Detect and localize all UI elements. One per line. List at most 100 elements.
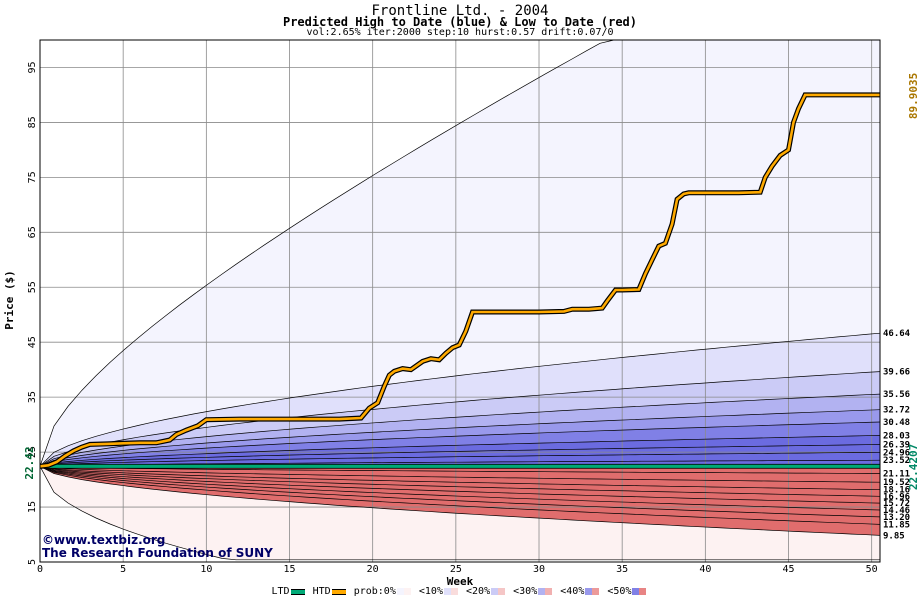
credit-site[interactable]: ©www.textbiz.org: [42, 533, 166, 547]
legend-item-10: <10%: [418, 586, 443, 597]
x-tick-20: 20: [367, 564, 379, 575]
start-price-label: 22.42: [23, 446, 36, 479]
x-tick-10: 10: [200, 564, 212, 575]
legend-ltd-label: LTD: [271, 586, 290, 597]
ltd-final-label: 22.4207: [907, 444, 920, 490]
high-band-8: [40, 452, 880, 467]
high-level-label-4: 30.48: [883, 418, 910, 428]
high-band-line-3: [39, 393, 881, 467]
legend-swatch-10: [443, 588, 458, 595]
chart-title: Frontline Ltd. - 2004: [371, 3, 549, 19]
high-band-5: [40, 422, 880, 467]
band-layer: [40, 40, 880, 560]
y-tick-35: 35: [27, 391, 38, 403]
legend-htd-swatch: [331, 588, 346, 595]
high-level-label-7: 24.96: [883, 448, 910, 458]
legend-item-50: <50%: [607, 586, 632, 597]
low-level-label-8: 9.85: [883, 531, 905, 541]
x-tick-35: 35: [616, 564, 628, 575]
low-level-label-6: 13.20: [883, 513, 910, 523]
low-band-line-2: [39, 465, 881, 483]
low-level-label-2: 18.16: [883, 486, 910, 496]
high-band-7: [40, 444, 880, 467]
y-tick-55: 55: [27, 281, 38, 293]
legend-swatch-40: [585, 588, 600, 595]
high-level-label-3: 32.72: [883, 406, 910, 416]
legend-item-40: <40%: [560, 586, 585, 597]
y-tick-45: 45: [27, 336, 38, 348]
x-tick-labels: 0 5 10 15 20 25 30 35 40 45 50: [37, 564, 878, 575]
x-tick-15: 15: [283, 564, 295, 575]
high-band-line-1: [39, 332, 881, 467]
x-tick-5: 5: [120, 564, 126, 575]
legend-prob-label: prob:0%: [353, 586, 396, 597]
high-band-6: [40, 435, 880, 467]
y-tick-5: 5: [27, 559, 38, 565]
low-band-line-9: [39, 465, 881, 536]
high-band-0: [40, 40, 880, 467]
y-tick-25: 25: [27, 446, 38, 458]
low-band-line-6: [39, 465, 881, 511]
y-tick-95: 95: [27, 61, 38, 73]
legend-item-20: <20%: [466, 586, 491, 597]
high-level-label-6: 26.39: [883, 440, 910, 450]
x-tick-25: 25: [450, 564, 462, 575]
high-band-line-6: [39, 435, 881, 467]
credit-org: The Research Foundation of SUNY: [42, 546, 273, 560]
x-tick-50: 50: [866, 564, 878, 575]
legend-htd-label: HTD: [312, 586, 331, 597]
low-band-line-4: [39, 465, 881, 497]
high-level-label-0: 46.64: [883, 329, 911, 339]
legend-swatch-20: [491, 588, 506, 595]
high-level-label-2: 35.56: [883, 390, 910, 400]
high-band-3: [40, 394, 880, 467]
chart-subtitle: Predicted High to Date (blue) & Low to D…: [282, 15, 637, 29]
x-tick-30: 30: [533, 564, 545, 575]
low-band-line-0: [39, 466, 880, 561]
x-axis-label: Week: [447, 575, 474, 588]
legend-item-30: <30%: [513, 586, 538, 597]
low-level-label-4: 15.72: [883, 499, 910, 509]
low-level-label-7: 11.85: [883, 520, 910, 530]
high-band-line-4: [39, 409, 881, 467]
htd-line: [39, 93, 880, 468]
high-level-label-1: 39.66: [883, 368, 910, 378]
low-level-label-3: 16.96: [883, 492, 910, 502]
low-level-label-1: 19.52: [883, 478, 910, 488]
low-band-line-3: [39, 465, 881, 491]
grid-layer: [40, 40, 880, 562]
x-tick-0: 0: [37, 564, 43, 575]
x-tick-40: 40: [699, 564, 711, 575]
low-level-label-5: 14.46: [883, 506, 910, 516]
y-tick-65: 65: [27, 226, 38, 238]
y-tick-75: 75: [27, 171, 38, 183]
y-tick-labels: 5 15 25 35 45 55 65 75 85 95: [27, 61, 38, 565]
legend: LTD HTD prob:0% <10% <20% <30% <40% <50%: [0, 586, 920, 598]
high-band-1: [40, 333, 880, 467]
legend-ltd-swatch: [290, 588, 305, 595]
y-tick-85: 85: [27, 116, 38, 128]
ltd-line: [39, 463, 881, 469]
legend-swatch-30: [538, 588, 553, 595]
low-band-line-7: [39, 465, 881, 518]
high-final-label: 89.9035: [907, 73, 920, 119]
legend-swatch-0: [396, 588, 411, 595]
band-level-labels: 46.64 39.66 35.56 32.72 30.48 28.0326.3924.96…: [883, 329, 911, 541]
y-axis-label: Price ($): [3, 270, 16, 330]
x-tick-45: 45: [782, 564, 794, 575]
low-level-label-0: 21.11: [883, 469, 910, 479]
high-band-2: [40, 371, 880, 467]
high-band-line-7: [39, 444, 881, 467]
high-level-label-8: 23.52: [883, 456, 910, 466]
low-band-line-5: [39, 465, 881, 504]
y-tick-15: 15: [27, 501, 38, 513]
high-band-line-5: [39, 421, 881, 467]
low-band-line-1: [39, 465, 881, 474]
legend-swatch-50: [632, 588, 647, 595]
high-band-4: [40, 409, 880, 467]
plot-frame: [39, 39, 881, 563]
high-level-label-5: 28.03: [883, 431, 910, 441]
chart-params: vol:2.65% iter:2000 step:10 hurst:0.57 d…: [306, 27, 614, 38]
high-band-line-8: [39, 451, 881, 467]
